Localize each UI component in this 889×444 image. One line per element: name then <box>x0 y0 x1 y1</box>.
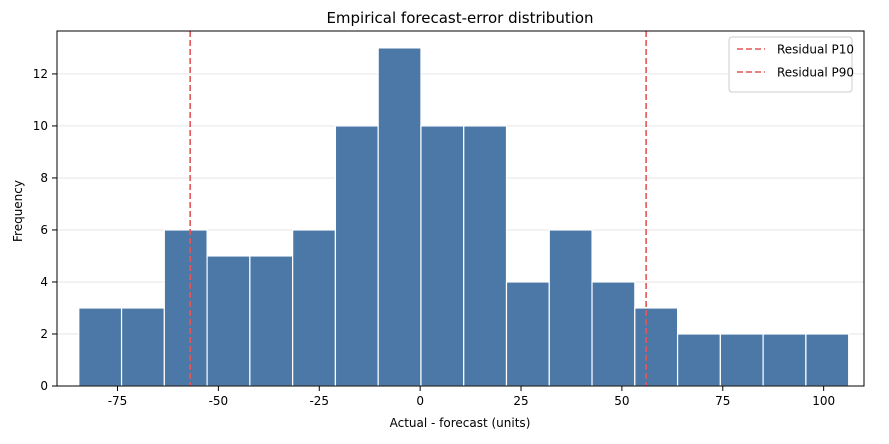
x-axis: -75 -50 -25 0 25 50 75 100 <box>108 386 835 408</box>
plot-frame <box>56 30 865 387</box>
histogram-bar-1 <box>78 307 123 387</box>
vlines-layer <box>189 31 647 386</box>
histogram-bar-3 <box>163 229 208 387</box>
x-tick-label: -25 <box>309 394 329 408</box>
x-tick-label: 75 <box>715 394 730 408</box>
histogram-bar-10 <box>463 125 508 387</box>
y-tick-label: 12 <box>33 67 48 81</box>
x-tick-label: 25 <box>513 394 528 408</box>
histogram-bar-9 <box>420 125 465 387</box>
bars-layer <box>78 47 850 387</box>
histogram-bar-2 <box>120 307 165 387</box>
histogram-bar-17 <box>762 333 807 387</box>
y-tick-label: 0 <box>40 379 48 393</box>
y-tick-label: 4 <box>40 275 48 289</box>
histogram-bar-11 <box>505 281 550 387</box>
x-tick-label: -50 <box>209 394 229 408</box>
histogram-bar-4 <box>206 255 251 387</box>
y-tick-label: 6 <box>40 223 48 237</box>
x-axis-label: Actual - forecast (units) <box>390 416 531 430</box>
legend-box <box>728 36 853 93</box>
x-tick-label: 50 <box>614 394 629 408</box>
legend-label-p10: Residual P10 <box>777 43 854 57</box>
chart-title: Empirical forecast-error distribution <box>326 9 593 27</box>
x-tick-label: 100 <box>812 394 835 408</box>
y-tick-label: 10 <box>33 119 48 133</box>
histogram-bar-6 <box>292 229 337 387</box>
y-axis-label: Frequency <box>11 180 25 242</box>
histogram-bar-13 <box>591 281 636 387</box>
histogram-bar-16 <box>719 333 764 387</box>
histogram-bar-12 <box>548 229 593 387</box>
histogram-bar-18 <box>805 333 850 387</box>
histogram-bar-5 <box>249 255 294 387</box>
x-tick-label: 0 <box>416 394 424 408</box>
histogram-bar-8 <box>377 47 422 387</box>
x-tick-label: -75 <box>108 394 128 408</box>
histogram-bar-14 <box>634 307 679 387</box>
y-tick-label: 8 <box>40 171 48 185</box>
y-axis: 0 2 4 6 8 10 12 <box>33 67 57 393</box>
histogram-bar-15 <box>676 333 721 387</box>
legend: Residual P10 Residual P90 <box>728 36 854 93</box>
y-tick-label: 2 <box>40 327 48 341</box>
legend-label-p90: Residual P90 <box>777 66 854 80</box>
histogram-bar-7 <box>334 125 379 387</box>
